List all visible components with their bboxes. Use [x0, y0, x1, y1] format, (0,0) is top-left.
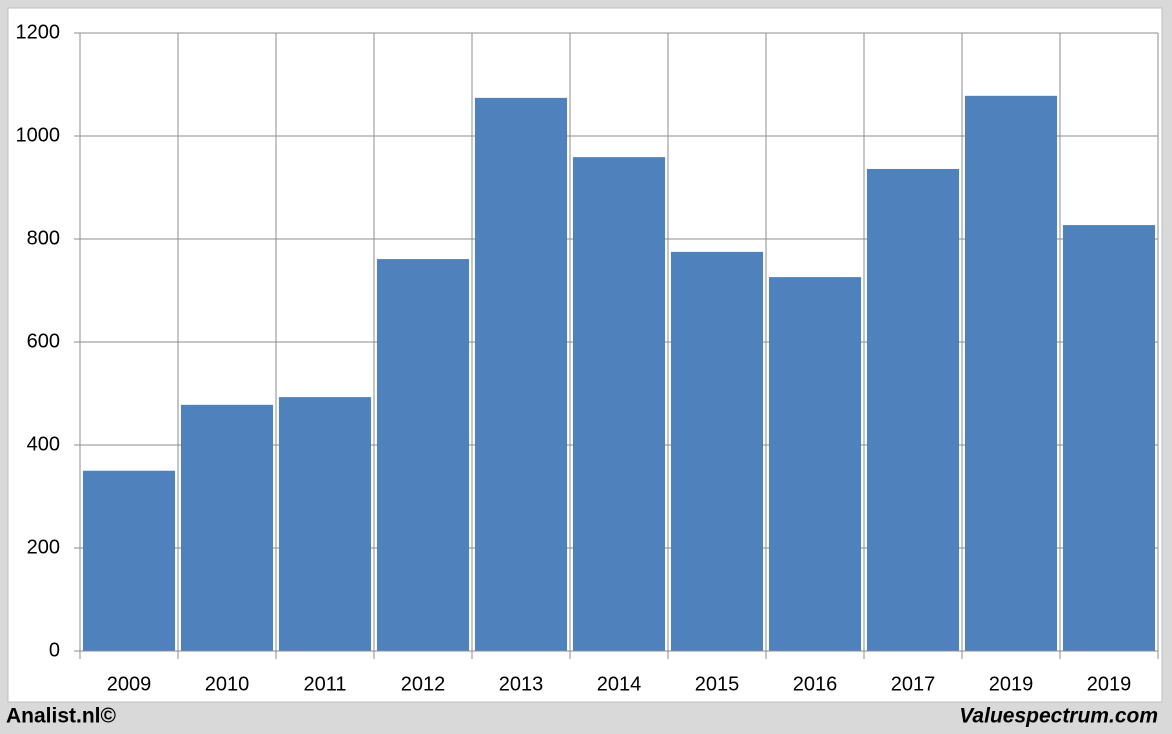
bar — [82, 470, 176, 651]
x-tick-label: 2012 — [401, 673, 446, 695]
bar — [180, 404, 274, 651]
x-tick-label: 2016 — [793, 673, 838, 695]
y-tick-label: 200 — [27, 536, 60, 558]
x-tick-label: 2019 — [1087, 673, 1132, 695]
x-tick-label: 2010 — [205, 673, 250, 695]
bar — [278, 397, 372, 651]
bar — [474, 97, 568, 651]
y-tick-label: 400 — [27, 433, 60, 455]
bar — [768, 277, 862, 651]
bar — [670, 251, 764, 651]
y-tick-label: 600 — [27, 330, 60, 352]
bar — [964, 95, 1058, 651]
y-tick-label: 1200 — [16, 21, 61, 43]
footer-right: Valuespectrum.com — [959, 705, 1158, 728]
x-tick-label: 2019 — [989, 673, 1034, 695]
bar — [1062, 225, 1156, 651]
x-tick-label: 2011 — [303, 673, 346, 695]
y-tick-label: 0 — [49, 639, 60, 661]
y-tick-label: 800 — [27, 227, 60, 249]
bar — [572, 157, 666, 652]
x-tick-label: 2014 — [597, 673, 642, 695]
bar — [866, 168, 960, 651]
footer-left: Analist.nl© — [6, 705, 117, 728]
x-tick-label: 2015 — [695, 673, 740, 695]
x-tick-label: 2017 — [891, 673, 936, 695]
x-tick-label: 2013 — [499, 673, 544, 695]
x-tick-label: 2009 — [107, 673, 152, 695]
y-tick-label: 1000 — [16, 124, 61, 146]
bar — [376, 259, 470, 651]
